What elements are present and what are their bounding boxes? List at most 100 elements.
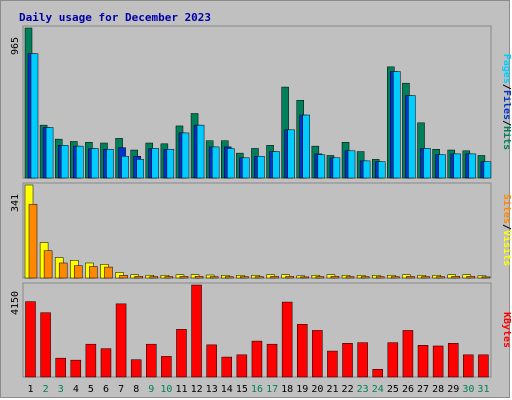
y-max-label: 965 bbox=[10, 37, 21, 55]
bar-sites-day-18 bbox=[285, 276, 294, 279]
day-label-24: 24 bbox=[372, 384, 384, 395]
bar-kbytes-day-31 bbox=[478, 354, 489, 378]
bar-pages-day-8 bbox=[136, 159, 144, 179]
bar-pages-day-28 bbox=[438, 154, 446, 179]
panel-visits-sites: 341 bbox=[10, 182, 492, 279]
day-label-27: 27 bbox=[417, 384, 429, 395]
bar-kbytes-day-4 bbox=[70, 359, 82, 378]
bar-sites-day-23 bbox=[360, 276, 370, 279]
plot-area bbox=[22, 182, 492, 279]
bar-pages-day-18 bbox=[287, 129, 295, 179]
bar-sites-day-16 bbox=[255, 276, 264, 279]
bar-sites-day-25 bbox=[391, 276, 400, 279]
legend-middle: Sites/Visits bbox=[501, 194, 511, 266]
bar-pages-day-27 bbox=[423, 148, 431, 179]
bar-pages-day-23 bbox=[362, 160, 371, 179]
bar-sites-day-29 bbox=[451, 276, 460, 279]
legends: Pages/Files/Hits Sites/Visits KBytes bbox=[501, 54, 511, 348]
bar-kbytes-day-25 bbox=[387, 342, 399, 378]
day-label-14: 14 bbox=[221, 384, 233, 395]
day-label-5: 5 bbox=[88, 384, 94, 395]
legend-top: Pages/Files/Hits bbox=[501, 54, 511, 150]
bar-sites-day-31 bbox=[481, 276, 491, 279]
bar-sites-day-8 bbox=[134, 276, 143, 279]
bar-kbytes-day-3 bbox=[55, 357, 66, 378]
day-labels: 1 2 3 4 5 6 7 8 9 10 11 12 13 14 15 16 17 18 19 20 21 22 23 24 2… bbox=[28, 384, 490, 395]
bar-sites-day-30 bbox=[466, 276, 476, 279]
bar-kbytes-day-16 bbox=[251, 340, 263, 378]
bar-sites-day-14 bbox=[225, 276, 234, 279]
legend-bottom: KBytes bbox=[501, 312, 511, 348]
bar-kbytes-day-26 bbox=[402, 330, 414, 378]
legend-pages: Pages bbox=[501, 54, 511, 84]
day-label-4: 4 bbox=[73, 384, 79, 395]
bar-pages-day-25 bbox=[393, 71, 401, 179]
day-label-3: 3 bbox=[58, 384, 64, 395]
day-label-15: 15 bbox=[236, 384, 248, 395]
bar-pages-day-12 bbox=[196, 124, 205, 179]
bar-sites-day-20 bbox=[315, 276, 325, 279]
bar-sites-day-13 bbox=[209, 276, 219, 279]
bar-sites-day-1 bbox=[28, 204, 38, 279]
bar-sites-day-21 bbox=[330, 276, 340, 279]
day-label-26: 26 bbox=[402, 384, 414, 395]
legend-separator: / bbox=[501, 84, 511, 90]
bar-pages-day-20 bbox=[317, 154, 326, 179]
bar-pages-day-26 bbox=[408, 95, 416, 179]
bar-kbytes-day-29 bbox=[447, 343, 459, 378]
bar-pages-day-6 bbox=[106, 148, 114, 179]
day-label-10: 10 bbox=[160, 384, 172, 395]
day-label-29: 29 bbox=[447, 384, 459, 395]
bar-kbytes-day-9 bbox=[146, 343, 157, 378]
legend-separator: / bbox=[501, 120, 511, 126]
bar-pages-day-7 bbox=[121, 155, 129, 179]
bar-pages-day-16 bbox=[257, 155, 265, 179]
bar-sites-day-5 bbox=[89, 266, 98, 279]
bar-kbytes-day-20 bbox=[312, 330, 323, 378]
bar-pages-day-22 bbox=[347, 150, 356, 179]
bar-kbytes-day-10 bbox=[161, 356, 172, 378]
bar-kbytes-day-14 bbox=[221, 356, 233, 378]
bar-kbytes-day-22 bbox=[342, 343, 353, 378]
bar-pages-day-9 bbox=[151, 148, 160, 179]
bar-sites-day-4 bbox=[74, 265, 83, 279]
bar-pages-day-19 bbox=[302, 114, 310, 179]
bar-sites-day-24 bbox=[375, 276, 385, 279]
bar-pages-day-4 bbox=[76, 145, 84, 179]
bar-sites-day-11 bbox=[179, 276, 189, 279]
bar-kbytes-day-13 bbox=[206, 344, 217, 378]
day-label-2: 2 bbox=[43, 384, 49, 395]
bar-kbytes-day-17 bbox=[266, 343, 278, 378]
bar-kbytes-day-7 bbox=[115, 303, 127, 378]
day-label-12: 12 bbox=[191, 384, 203, 395]
bar-kbytes-day-19 bbox=[296, 323, 308, 378]
day-label-18: 18 bbox=[281, 384, 293, 395]
y-max-label: 341 bbox=[10, 194, 21, 212]
legend-files: Files bbox=[501, 90, 511, 120]
bar-kbytes-day-12 bbox=[191, 284, 202, 378]
day-label-21: 21 bbox=[326, 384, 338, 395]
day-label-8: 8 bbox=[133, 384, 139, 395]
bar-pages-day-21 bbox=[332, 157, 341, 179]
bar-sites-day-7 bbox=[119, 275, 128, 279]
day-label-23: 23 bbox=[357, 384, 369, 395]
bar-kbytes-day-27 bbox=[417, 345, 429, 378]
bar-sites-day-10 bbox=[164, 276, 174, 279]
bar-sites-day-22 bbox=[345, 276, 355, 279]
bar-sites-day-6 bbox=[104, 266, 113, 279]
day-label-1: 1 bbox=[28, 384, 34, 395]
day-label-13: 13 bbox=[206, 384, 218, 395]
bar-pages-day-11 bbox=[181, 132, 190, 179]
legend-kbytes: KBytes bbox=[501, 312, 511, 348]
bar-kbytes-day-30 bbox=[463, 354, 474, 378]
bar-sites-day-3 bbox=[58, 262, 68, 279]
bar-pages-day-5 bbox=[91, 148, 99, 179]
bar-sites-day-28 bbox=[436, 276, 445, 279]
day-label-28: 28 bbox=[432, 384, 444, 395]
day-label-17: 17 bbox=[266, 384, 278, 395]
bar-pages-day-2 bbox=[45, 127, 54, 179]
bar-sites-day-12 bbox=[194, 276, 204, 279]
chart-panels: 965 341 4150 bbox=[10, 25, 492, 378]
